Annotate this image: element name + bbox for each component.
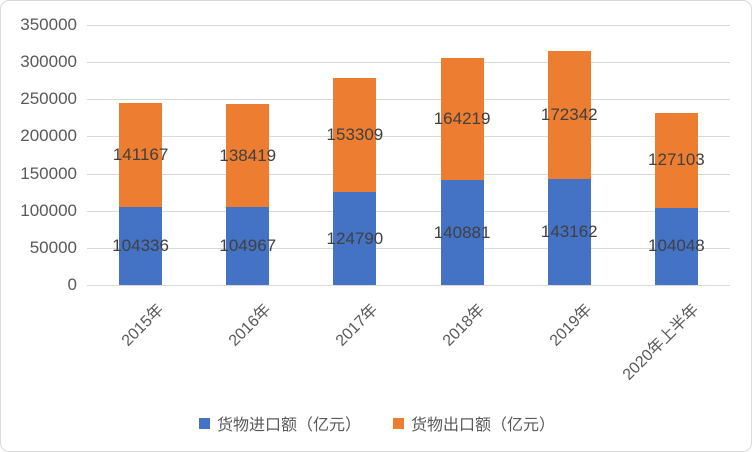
legend: 货物进口额（亿元） 货物出口额（亿元） bbox=[1, 411, 751, 435]
y-axis-tick-label: 200000 bbox=[20, 126, 77, 146]
plot-area: 0 50000 100000 150000 200000 250000 300000 3500… bbox=[1, 1, 751, 401]
legend-label: 货物进口额（亿元） bbox=[216, 417, 361, 434]
y-gridline bbox=[87, 62, 730, 64]
bar-segment bbox=[547, 178, 591, 285]
y-axis-tick-label: 250000 bbox=[20, 89, 77, 109]
y-gridline bbox=[87, 25, 730, 26]
bar-segment bbox=[440, 180, 484, 285]
data-label: 141167 bbox=[112, 145, 169, 165]
x-axis-label: 2017年 bbox=[332, 301, 382, 350]
data-label: 127103 bbox=[648, 150, 705, 170]
y-gridline bbox=[87, 247, 730, 249]
data-label: 172342 bbox=[540, 104, 598, 124]
data-label: 124790 bbox=[326, 228, 384, 248]
y-axis-tick-label: 150000 bbox=[20, 163, 77, 183]
x-axis-label: 2018年 bbox=[439, 301, 489, 350]
data-label: 104336 bbox=[112, 236, 169, 256]
y-axis-tick-label: 100000 bbox=[20, 200, 77, 220]
y-gridline bbox=[87, 210, 730, 212]
x-axis-label: 2016年 bbox=[225, 301, 275, 350]
data-label: 143162 bbox=[540, 221, 598, 241]
bar-segment bbox=[226, 207, 270, 285]
x-axis-label: 2015年 bbox=[118, 301, 167, 350]
y-gridline bbox=[87, 285, 730, 286]
y-gridline bbox=[87, 173, 730, 175]
data-label: 140881 bbox=[433, 222, 491, 242]
y-axis-tick-label: 300000 bbox=[20, 52, 77, 72]
x-axis-label: 2020年上半年 bbox=[620, 301, 703, 384]
bar-segment bbox=[333, 78, 377, 193]
legend-item: 货物出口额（亿元） bbox=[393, 411, 555, 435]
bar-segment bbox=[226, 104, 270, 207]
y-axis-tick-label: 50000 bbox=[29, 237, 77, 257]
y-gridline bbox=[87, 136, 730, 138]
legend-swatch bbox=[393, 417, 404, 429]
bar-segment bbox=[547, 50, 591, 179]
bar-segment bbox=[654, 207, 698, 285]
legend-item: 货物进口额（亿元） bbox=[198, 411, 361, 435]
bar-segment bbox=[119, 207, 163, 285]
y-axis-tick-label: 350000 bbox=[20, 15, 77, 34]
data-label: 153309 bbox=[326, 125, 384, 145]
bar-segment bbox=[119, 102, 163, 208]
x-axis-label: 2019年 bbox=[546, 301, 596, 350]
legend-swatch bbox=[198, 417, 210, 429]
data-label: 138419 bbox=[219, 145, 277, 165]
y-gridline bbox=[87, 99, 730, 101]
bar-segment bbox=[440, 58, 484, 181]
y-axis-tick-label: 0 bbox=[67, 275, 77, 294]
bar-segment bbox=[333, 192, 377, 285]
bar-segment bbox=[654, 113, 698, 208]
data-label: 104967 bbox=[219, 236, 277, 255]
data-label: 164219 bbox=[433, 109, 491, 129]
data-label: 104048 bbox=[648, 236, 705, 256]
legend-label: 货物出口额（亿元） bbox=[411, 417, 556, 434]
